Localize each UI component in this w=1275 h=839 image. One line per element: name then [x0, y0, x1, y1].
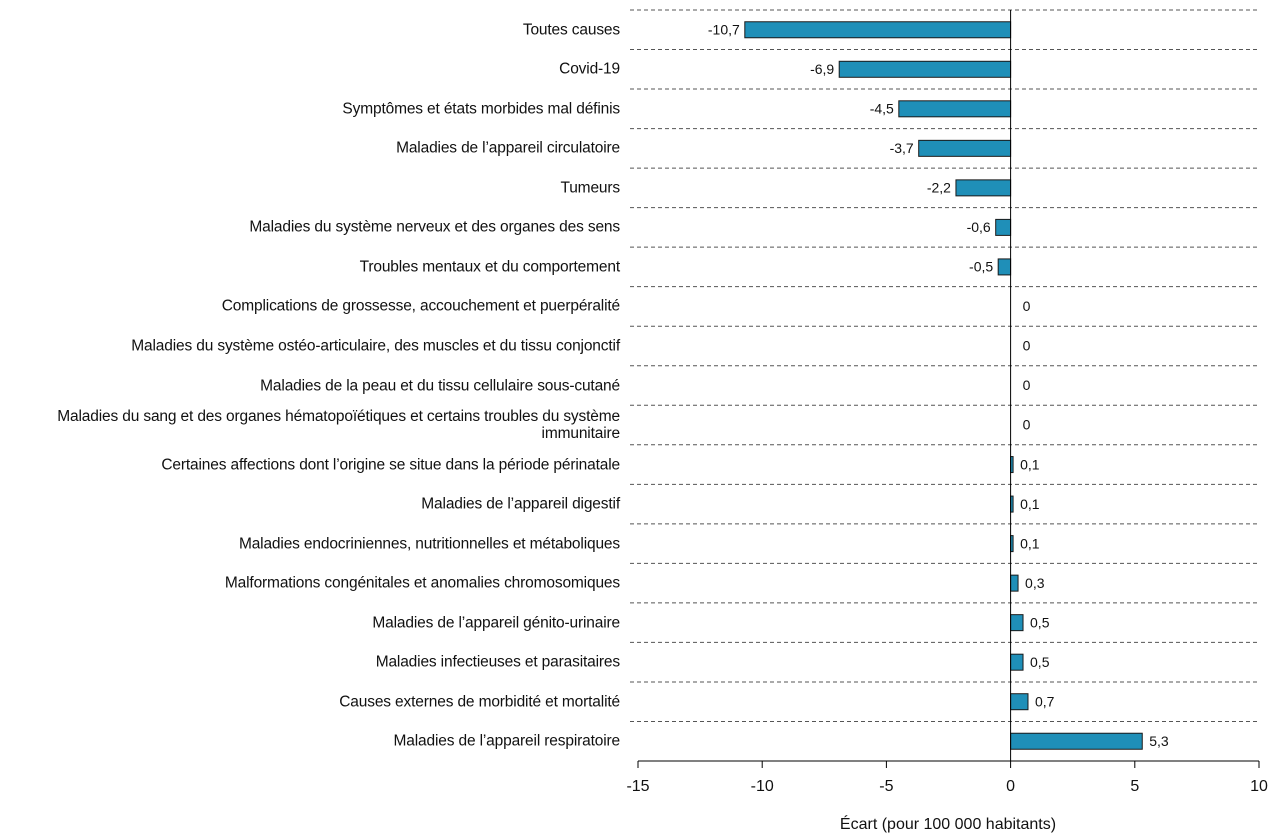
value-label: -2,2 [927, 180, 951, 196]
value-label: 0,5 [1030, 654, 1050, 670]
bar [838, 60, 1012, 78]
value-label: -0,6 [967, 219, 991, 235]
category-label: Malformations congénitales et anomalies … [224, 574, 620, 592]
category-label: Maladies du sang et des organes hématopo… [57, 408, 620, 443]
value-label: -10,7 [708, 21, 740, 37]
category-label: Symptômes et états morbides mal définis [342, 100, 620, 118]
category-label: Certaines affections dont l’origine se s… [161, 456, 620, 474]
x-tick-label: -10 [751, 778, 774, 795]
category-label: Toutes causes [522, 21, 620, 39]
category-label: Maladies de la peau et du tissu cellulai… [260, 377, 620, 394]
value-label: 0,7 [1035, 693, 1055, 709]
category-label: Tumeurs [560, 179, 620, 197]
category-label: Maladies de l’appareil digestif [421, 495, 620, 513]
category-label: Complications de grossesse, accouchement… [221, 297, 620, 315]
value-label: 0 [1023, 417, 1031, 433]
value-label: 0,1 [1020, 496, 1040, 512]
value-label: 0,3 [1025, 575, 1045, 591]
bar [1010, 574, 1019, 592]
value-label: 0,5 [1030, 614, 1050, 630]
value-label: 0 [1023, 377, 1031, 393]
bar [1010, 614, 1024, 632]
value-label: -4,5 [870, 101, 894, 117]
value-label: -0,5 [969, 259, 993, 275]
category-label: Covid-19 [559, 60, 620, 78]
category-label: Causes externes de morbidité et mortalit… [339, 693, 620, 711]
x-tick-label: 0 [1006, 778, 1015, 795]
category-label: Maladies de l’appareil respiratoire [393, 732, 620, 750]
category-label: Troubles mentaux et du comportement [359, 258, 621, 276]
bar [1010, 732, 1143, 750]
value-label: 0,1 [1020, 535, 1040, 551]
x-tick-label: 10 [1250, 778, 1268, 795]
x-axis-title: Écart (pour 100 000 habitants) [840, 814, 1056, 833]
value-label: 0 [1023, 298, 1031, 314]
category-label: Maladies du système ostéo-articulaire, d… [131, 337, 620, 355]
x-tick-label: 5 [1130, 778, 1139, 795]
value-label: -3,7 [890, 140, 914, 156]
bar [1010, 653, 1024, 671]
value-label: 0 [1023, 338, 1031, 354]
value-label: 5,3 [1149, 733, 1169, 749]
bar [995, 218, 1012, 236]
value-label: -6,9 [810, 61, 834, 77]
bar [898, 100, 1012, 118]
category-label: Maladies endocriniennes, nutritionnelles… [238, 535, 620, 553]
bar [955, 179, 1012, 197]
bar [918, 139, 1012, 157]
category-label: Maladies de l’appareil génito-urinaire [372, 614, 620, 632]
value-label: 0,1 [1020, 456, 1040, 472]
category-label: Maladies du système nerveux et des organ… [249, 218, 620, 236]
x-tick-label: -5 [879, 778, 893, 795]
category-label: Maladies infectieuses et parasitaires [375, 653, 620, 671]
bar [744, 21, 1012, 39]
x-tick-label: -15 [626, 778, 649, 795]
category-label: Maladies de l’appareil circulatoire [396, 139, 620, 157]
bar [1010, 693, 1029, 711]
bar [997, 258, 1012, 276]
